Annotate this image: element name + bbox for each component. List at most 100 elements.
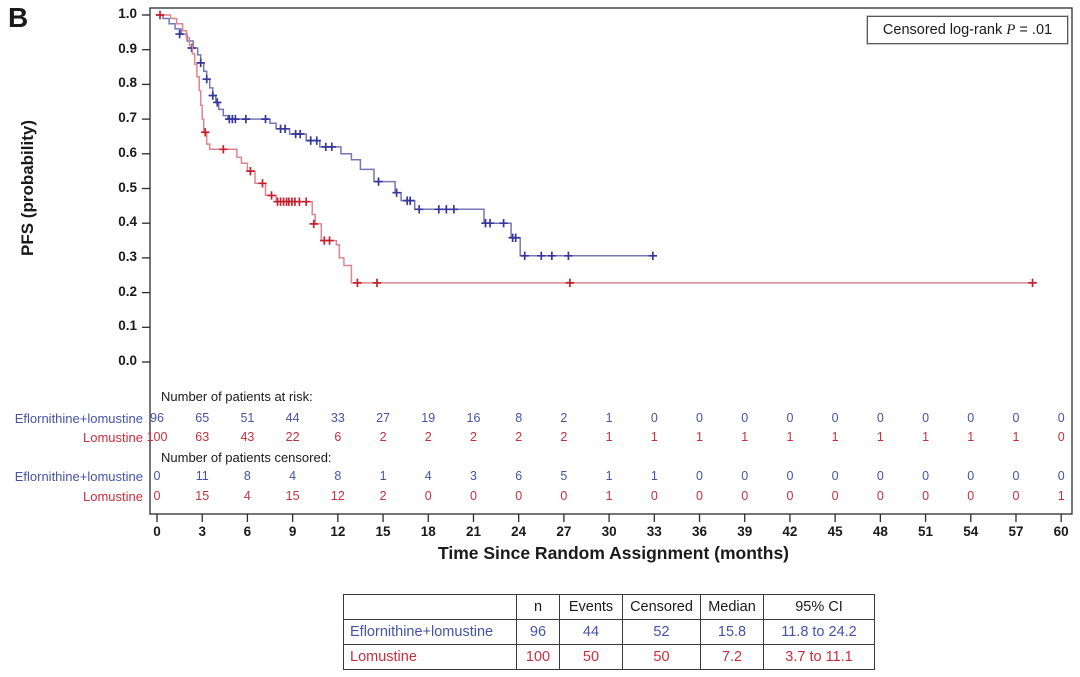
risk-count: 1 <box>876 430 884 444</box>
risk-count: 2 <box>560 411 568 425</box>
pvalue-suffix: = .01 <box>1015 22 1053 38</box>
risk-count: 1 <box>605 489 613 503</box>
summary-header-median: Median <box>700 594 764 620</box>
risk-count: 0 <box>786 411 794 425</box>
censor-mark <box>202 74 211 84</box>
risk-count: 96 <box>150 411 164 425</box>
y-tick-label: 0.0 <box>118 353 137 368</box>
summary-row-eflornithine-lomustine: Eflornithine+lomustine 96 44 52 15.8 11.… <box>343 619 875 645</box>
risk-count: 0 <box>515 489 523 503</box>
x-tick-label: 51 <box>918 524 934 539</box>
censor-mark <box>201 128 210 137</box>
risk-count: 0 <box>696 411 703 425</box>
risk-row-label-censored: Lomustine <box>83 489 143 504</box>
x-tick-label: 60 <box>1053 524 1069 539</box>
risk-count: 0 <box>967 489 975 503</box>
risk-count: 0 <box>741 469 749 483</box>
y-tick-label: 0.9 <box>118 40 137 56</box>
x-tick-label: 27 <box>556 524 572 539</box>
risk-count: 1 <box>650 430 658 444</box>
risk-count: 8 <box>243 469 251 483</box>
panel-label: B <box>8 2 29 33</box>
censor-mark <box>155 10 165 20</box>
risk-count: 1 <box>741 430 749 444</box>
censor-mark <box>565 278 575 288</box>
risk-count: 22 <box>285 430 300 444</box>
x-tick-label: 9 <box>288 524 297 539</box>
y-tick-label: 0.2 <box>118 283 137 299</box>
risk-count: 0 <box>741 489 749 503</box>
risk-count: 1 <box>379 469 387 483</box>
x-tick-label: 39 <box>737 524 753 539</box>
risk-count: 0 <box>786 469 794 483</box>
censor-mark <box>295 129 305 139</box>
censor-mark <box>372 278 382 288</box>
risk-count: 0 <box>469 489 477 503</box>
risk-count: 1 <box>605 430 613 444</box>
risk-count: 15 <box>195 489 210 503</box>
plot-frame <box>149 7 1073 515</box>
censor-mark <box>485 219 495 228</box>
summary-header-row: n Events Censored Median 95% CI <box>343 594 875 620</box>
risk-count: 0 <box>1057 469 1065 483</box>
censor-mark <box>392 188 401 197</box>
censor-mark <box>258 179 267 188</box>
risk-row-label-at_risk: Eflornithine+lomustine <box>14 411 143 426</box>
x-tick-label: 12 <box>330 524 346 539</box>
risk-count: 8 <box>515 411 523 425</box>
censor-mark <box>547 251 557 261</box>
summary-header-censored: Censored <box>622 594 701 620</box>
x-tick-label: 6 <box>243 524 252 539</box>
x-tick-label: 45 <box>827 524 843 539</box>
x-tick-label: 54 <box>963 524 979 539</box>
risk-count: 44 <box>285 411 300 425</box>
risk-count: 1 <box>922 430 930 444</box>
x-tick-label: 57 <box>1008 524 1024 539</box>
censor-marks-eflornithine-lomustine <box>175 29 658 261</box>
risk-count: 43 <box>240 430 255 444</box>
censor-mark <box>511 233 520 242</box>
censor-marks-lomustine <box>155 10 1037 288</box>
x-tick-label: 15 <box>375 524 391 539</box>
at-risk-section-label: Number of patients at risk: <box>161 389 313 404</box>
risk-count: 8 <box>334 469 342 483</box>
risk-count: 6 <box>334 430 342 444</box>
censor-mark <box>415 205 424 214</box>
censor-mark <box>301 197 311 206</box>
censor-mark <box>648 251 658 261</box>
x-tick-label: 48 <box>872 524 888 539</box>
censor-mark <box>213 98 222 107</box>
risk-count: 0 <box>1057 430 1065 444</box>
risk-count: 1 <box>605 469 613 483</box>
risk-count: 1 <box>786 430 794 444</box>
censor-mark <box>219 145 228 154</box>
censor-mark <box>208 91 217 100</box>
km-curve-eflornithine-lomustine <box>157 14 655 257</box>
risk-count: 0 <box>922 489 930 503</box>
x-tick-label: 21 <box>465 524 481 539</box>
risk-count: 27 <box>376 411 390 425</box>
y-tick-label: 1.0 <box>118 6 137 21</box>
risk-count: 1 <box>696 430 703 444</box>
risk-count: 2 <box>379 489 387 503</box>
censor-mark <box>327 142 337 152</box>
censor-mark <box>353 278 362 288</box>
summary-cell-median: 15.8 <box>700 619 764 645</box>
summary-table: n Events Censored Median 95% CI Eflornit… <box>343 594 875 670</box>
summary-header-events: Events <box>559 594 623 620</box>
risk-count: 4 <box>289 469 297 483</box>
censored-section-label: Number of patients censored: <box>161 450 332 465</box>
summary-header-n: n <box>516 594 560 620</box>
x-tick-label: 0 <box>153 524 161 539</box>
risk-count: 2 <box>379 430 387 444</box>
risk-count: 15 <box>285 489 300 503</box>
risk-count: 0 <box>741 411 749 425</box>
summary-cell-group: Lomustine <box>343 644 517 670</box>
x-axis-title: Time Since Random Assignment (months) <box>437 543 790 563</box>
pvalue-symbol: P <box>1006 21 1016 38</box>
summary-header-ci: 95% CI <box>763 594 875 620</box>
risk-count: 0 <box>967 469 975 483</box>
risk-count: 0 <box>922 411 930 425</box>
y-axis-title: PFS (probability) <box>18 120 37 256</box>
